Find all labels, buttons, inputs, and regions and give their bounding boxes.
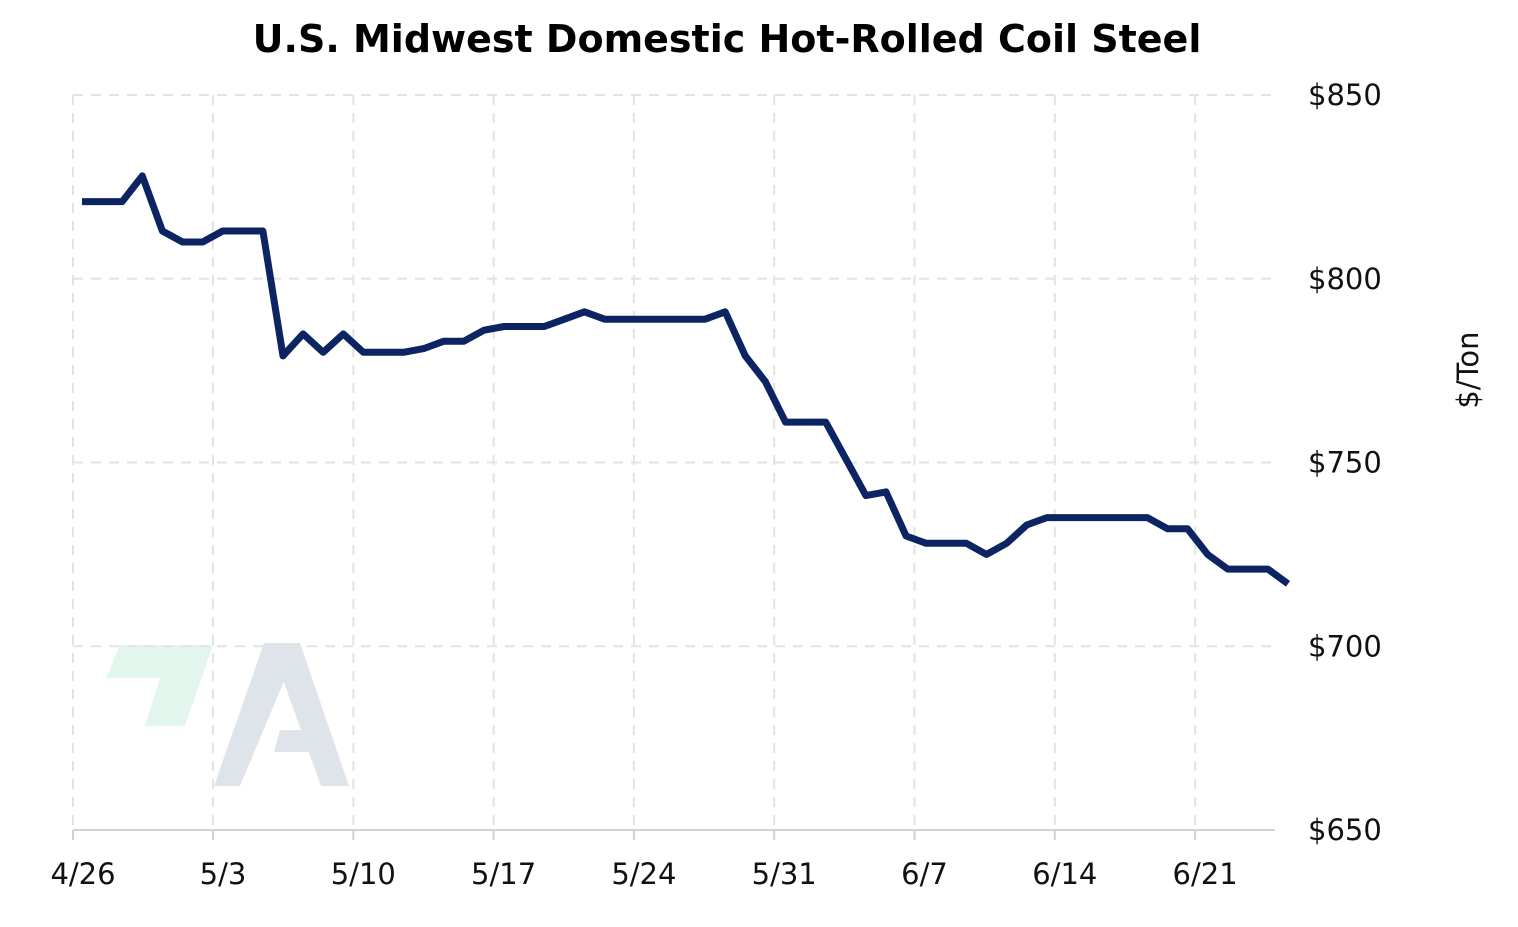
grid — [72, 94, 1275, 830]
x-tick-label: 4/26 — [50, 857, 115, 891]
y-axis-title: $/Ton — [1451, 331, 1485, 408]
y-tick-label: $800 — [1308, 262, 1382, 296]
logo-green-shape — [106, 645, 213, 726]
x-tick-label: 6/7 — [901, 857, 948, 891]
x-tick-label: 5/24 — [611, 857, 676, 891]
x-tick-label: 5/10 — [331, 857, 396, 891]
y-tick-label: $700 — [1308, 629, 1382, 663]
axes: $850 $800 $750 $700 $650 4/26 5/3 5/10 5/17 5/24 5… — [50, 78, 1381, 891]
x-tick-label: 5/31 — [752, 857, 817, 891]
logo-gray-letter-bar — [274, 730, 315, 752]
y-tick-label: $750 — [1308, 446, 1382, 480]
chart-title: U.S. Midwest Domestic Hot-Rolled Coil St… — [253, 17, 1202, 61]
watermark-logo — [106, 643, 349, 786]
logo-gray-letter-left — [214, 643, 300, 786]
series-line — [82, 172, 1291, 587]
y-tick-label: $650 — [1308, 813, 1382, 847]
y-tick-label: $850 — [1308, 78, 1382, 112]
x-tick-label: 5/3 — [200, 857, 247, 891]
series-group — [82, 172, 1291, 587]
x-tick-label: 6/14 — [1032, 857, 1097, 891]
x-tick-label: 6/21 — [1173, 857, 1238, 891]
logo-gray-letter-right — [276, 643, 349, 786]
x-tick-label: 5/17 — [471, 857, 536, 891]
